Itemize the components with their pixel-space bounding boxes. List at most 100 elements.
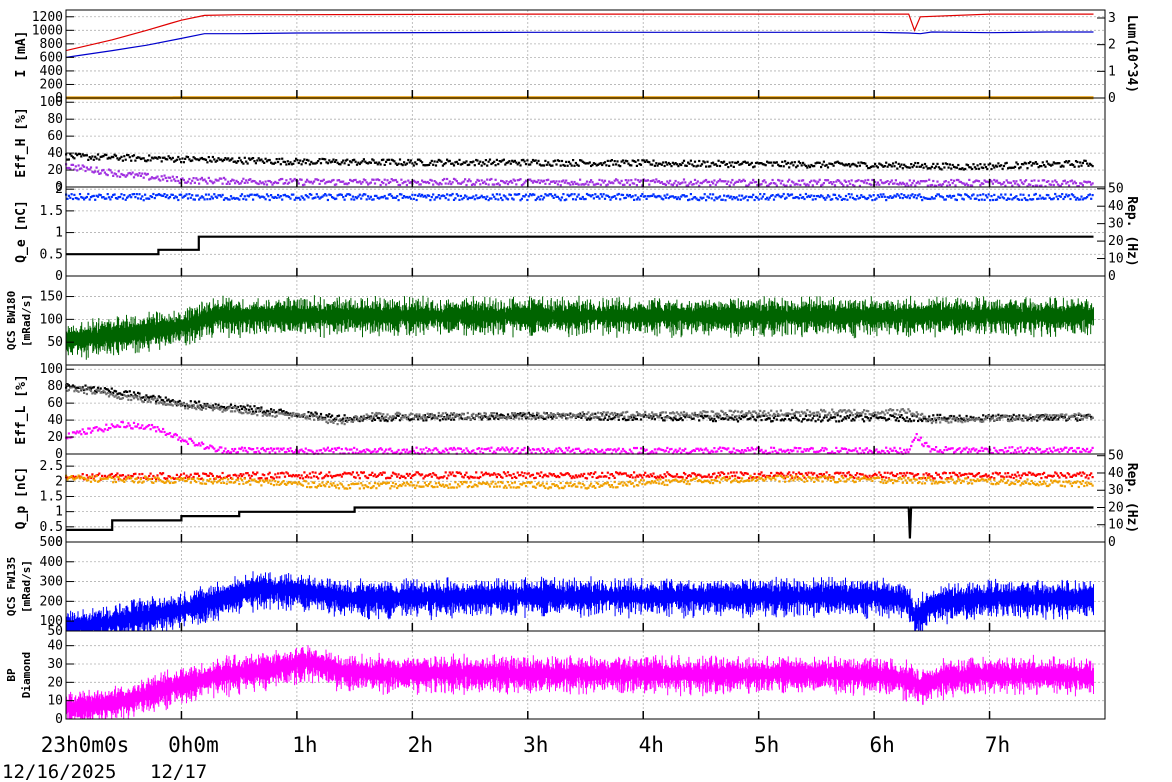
data-point (331, 196, 334, 199)
data-point (682, 178, 686, 181)
data-point (836, 411, 839, 414)
data-point (925, 418, 928, 421)
data-point (229, 476, 233, 480)
data-point (441, 476, 444, 479)
data-point (112, 156, 115, 159)
data-point (221, 471, 224, 475)
data-point (434, 181, 438, 184)
data-point (146, 159, 149, 162)
data-point (1066, 195, 1069, 198)
data-point (681, 413, 684, 416)
data-point (494, 178, 497, 181)
data-point (760, 162, 763, 165)
data-point (464, 473, 467, 477)
data-point (712, 182, 715, 185)
data-point (969, 450, 972, 453)
data-point (563, 451, 566, 454)
data-point (155, 402, 158, 405)
data-point (803, 417, 806, 420)
data-point (1037, 416, 1040, 419)
data-point (587, 162, 590, 165)
data-point (527, 178, 530, 181)
data-point (105, 388, 108, 391)
data-point (423, 414, 426, 417)
data-point (681, 194, 684, 197)
data-point (520, 159, 523, 162)
data-point (69, 153, 72, 156)
data-point (975, 167, 978, 170)
data-point (94, 155, 97, 158)
data-point (256, 159, 259, 162)
data-point (591, 412, 594, 415)
data-point (644, 179, 647, 182)
data-point (433, 414, 436, 417)
data-point (634, 160, 637, 163)
data-point (1029, 416, 1032, 419)
data-point (516, 414, 519, 417)
data-point (472, 449, 475, 452)
data-point (268, 451, 271, 454)
data-point (966, 451, 970, 454)
data-point (1038, 184, 1042, 187)
data-point (626, 193, 629, 196)
data-point (922, 166, 925, 169)
data-point (822, 449, 825, 452)
data-point (689, 193, 692, 196)
data-point (354, 160, 357, 163)
data-point (1012, 451, 1015, 454)
data-point (670, 195, 673, 198)
data-point (536, 411, 539, 414)
data-point (127, 394, 130, 397)
data-point (504, 449, 507, 452)
data-point (994, 198, 997, 201)
data-point (429, 473, 432, 476)
data-point (422, 414, 425, 417)
data-point (911, 440, 914, 443)
data-point (707, 451, 710, 454)
data-point (748, 417, 751, 421)
data-point (781, 195, 784, 198)
data-point (99, 387, 102, 390)
data-point (889, 181, 892, 184)
data-point (213, 447, 216, 450)
data-point (297, 196, 300, 199)
data-point (486, 178, 489, 181)
data-point (398, 412, 402, 415)
data-point (955, 198, 958, 202)
data-point (214, 195, 217, 198)
data-point (458, 471, 461, 474)
data-point (939, 183, 942, 186)
data-point (836, 160, 839, 163)
data-point (519, 164, 522, 167)
data-point (1027, 451, 1030, 455)
data-point (89, 387, 93, 390)
data-point (673, 412, 676, 415)
data-point (544, 412, 547, 415)
data-point (484, 448, 487, 451)
data-point (567, 195, 571, 198)
data-point (785, 196, 788, 199)
data-point (203, 447, 206, 450)
data-point (89, 389, 93, 393)
data-point (400, 474, 403, 477)
data-point (441, 179, 444, 182)
data-point (465, 471, 468, 474)
data-point (487, 447, 490, 450)
data-point (950, 178, 953, 182)
data-point (598, 162, 601, 165)
data-point (588, 161, 591, 164)
tick-label-y: 0 (55, 91, 63, 106)
data-point (937, 183, 940, 187)
data-point (774, 449, 777, 452)
data-point (494, 451, 497, 454)
data-point (346, 420, 349, 423)
data-point (462, 180, 465, 183)
data-point (401, 196, 404, 199)
data-point (608, 180, 611, 183)
data-point (396, 450, 399, 453)
data-point (983, 417, 986, 421)
data-point (185, 440, 188, 443)
data-point (66, 197, 69, 200)
data-point (890, 449, 893, 452)
data-point (382, 196, 385, 199)
